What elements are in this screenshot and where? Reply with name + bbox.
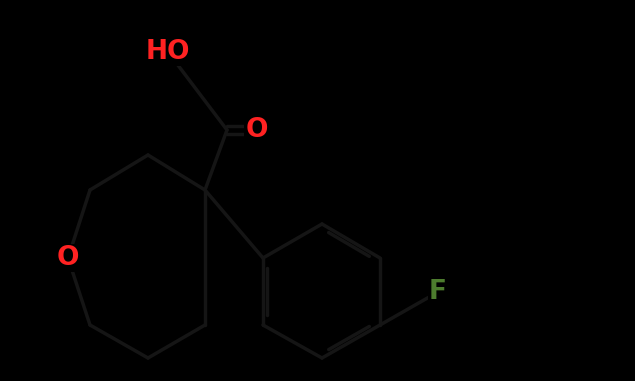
Text: HO: HO [146,39,190,65]
Text: O: O [57,245,79,271]
Text: O: O [246,117,268,143]
Text: F: F [429,279,447,305]
